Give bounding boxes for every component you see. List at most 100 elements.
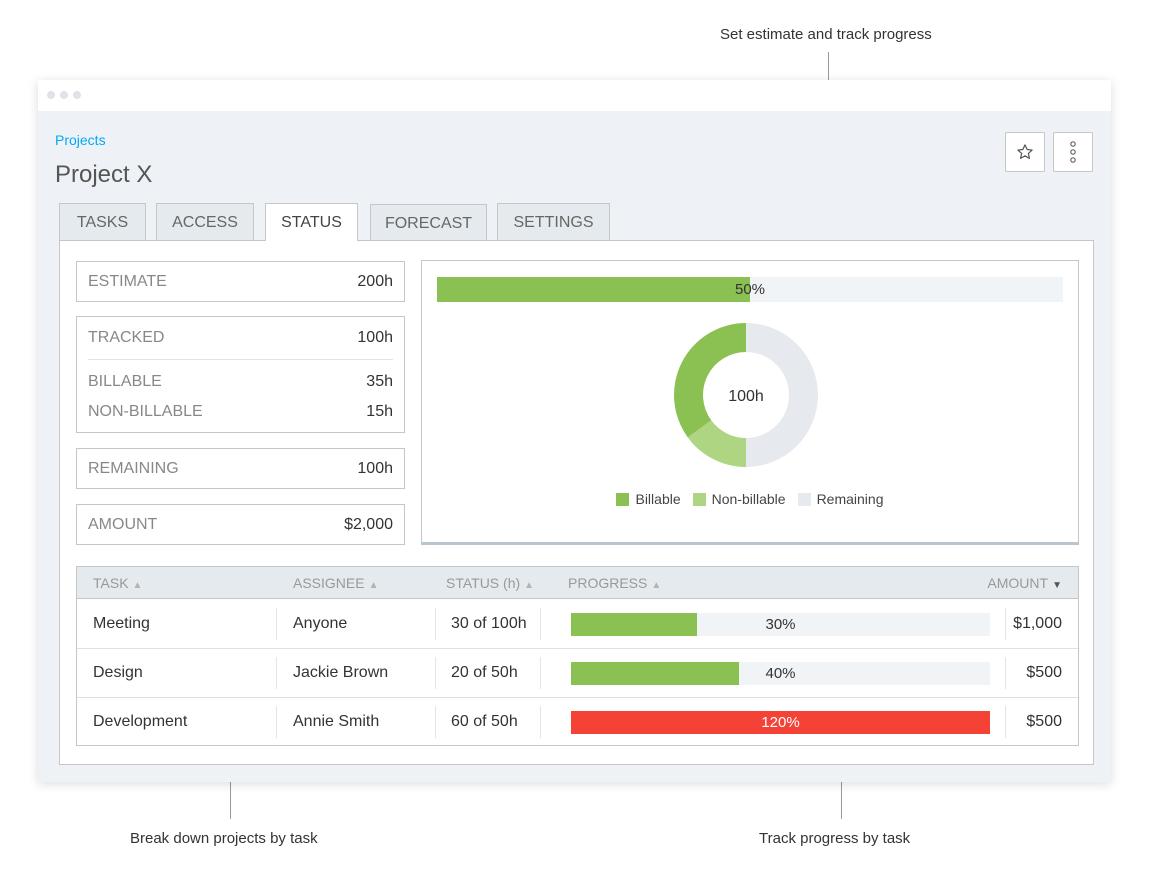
- remaining-card: REMAINING 100h: [76, 448, 405, 489]
- estimate-card: ESTIMATE 200h: [76, 261, 405, 302]
- task-status: 60 of 50h: [451, 713, 518, 730]
- more-options-button[interactable]: [1053, 132, 1093, 172]
- window-dot-icon: [60, 91, 68, 99]
- legend-label: Billable: [635, 491, 681, 507]
- callout-estimate: Set estimate and track progress: [720, 26, 932, 43]
- task-status: 20 of 50h: [451, 664, 518, 681]
- tracked-card: TRACKED 100h BILLABLE 35h NON-BILLABLE 1…: [76, 316, 405, 433]
- column-divider: [276, 706, 277, 738]
- breadcrumb[interactable]: Projects: [55, 132, 106, 148]
- task-amount: $500: [1026, 664, 1062, 681]
- favorite-button[interactable]: [1005, 132, 1045, 172]
- column-header-assignee[interactable]: ASSIGNEE ▲︎: [293, 575, 379, 591]
- remaining-label: REMAINING: [88, 460, 179, 477]
- billable-value: 35h: [366, 373, 393, 390]
- tab-forecast[interactable]: FORECAST: [370, 204, 487, 242]
- task-progress-fill: [571, 613, 697, 636]
- task-name: Design: [93, 664, 143, 681]
- estimate-value: 200h: [357, 273, 393, 290]
- tracked-label: TRACKED: [88, 329, 165, 346]
- column-header-task[interactable]: TASK ▲︎: [93, 575, 143, 591]
- legend-swatch: [797, 492, 811, 506]
- legend-label: Remaining: [816, 491, 884, 507]
- task-table: TASK ▲︎ ASSIGNEE ▲︎ STATUS (h) ▲︎ PROGRESS ▲…: [76, 566, 1079, 746]
- sort-icon: ▲︎: [651, 580, 662, 591]
- column-divider: [1005, 706, 1006, 738]
- tab-tasks[interactable]: TASKS: [59, 203, 146, 241]
- app-window: Projects Project X TASKS ACCESS STATUS F…: [38, 80, 1111, 782]
- column-divider: [435, 608, 436, 640]
- more-vertical-icon: [1070, 141, 1076, 163]
- donut-slice-billable: [674, 323, 746, 438]
- non-billable-label: NON-BILLABLE: [88, 403, 203, 420]
- status-panel: ESTIMATE 200h TRACKED 100h BILLABLE 35h …: [59, 240, 1094, 765]
- legend-item-remaining: Remaining: [797, 491, 884, 507]
- table-row[interactable]: Design Jackie Brown 20 of 50h 40% $500: [77, 649, 1078, 698]
- column-divider: [435, 657, 436, 689]
- task-progress-bar: 40%: [571, 662, 990, 685]
- column-divider: [540, 706, 541, 738]
- sort-icon: ▲︎: [524, 580, 535, 591]
- donut-center-label: 100h: [728, 388, 764, 405]
- column-header-amount[interactable]: AMOUNT ▼︎: [987, 575, 1062, 591]
- column-divider: [1005, 657, 1006, 689]
- tracked-value: 100h: [357, 329, 393, 346]
- sort-icon: ▲︎: [132, 580, 143, 591]
- donut-slice-non-billable: [687, 420, 746, 467]
- legend-label: Non-billable: [711, 491, 786, 507]
- window-titlebar: [38, 80, 1111, 111]
- legend-swatch: [616, 492, 630, 506]
- column-header-progress[interactable]: PROGRESS ▲︎: [568, 575, 662, 591]
- amount-card: AMOUNT $2,000: [76, 504, 405, 545]
- column-divider: [1005, 608, 1006, 640]
- task-amount: $500: [1026, 713, 1062, 730]
- task-status: 30 of 100h: [451, 615, 527, 632]
- donut-slice-remaining: [746, 323, 818, 467]
- time-donut-chart: 100h: [674, 323, 818, 467]
- sort-icon: ▲︎: [368, 580, 379, 591]
- task-progress-fill: [571, 662, 739, 685]
- task-amount: $1,000: [1013, 615, 1062, 632]
- legend-item-non-billable: Non-billable: [692, 491, 786, 507]
- estimate-label: ESTIMATE: [88, 273, 167, 290]
- callout-task-progress: Track progress by task: [759, 830, 911, 847]
- card-divider: [88, 359, 393, 360]
- legend-swatch: [692, 492, 706, 506]
- task-name: Meeting: [93, 615, 150, 632]
- amount-value: $2,000: [344, 516, 393, 533]
- task-assignee: Jackie Brown: [293, 664, 389, 681]
- chart-legend: Billable Non-billable Remaining: [422, 491, 1078, 507]
- callout-task-breakdown: Break down projects by task: [130, 830, 318, 847]
- overall-progress-fill: [437, 277, 750, 302]
- task-progress-fill: [571, 711, 990, 734]
- star-icon: [1017, 144, 1033, 159]
- page-title: Project X: [55, 161, 153, 188]
- sort-desc-icon: ▼︎: [1052, 580, 1062, 591]
- overall-progress-bar: 50%: [437, 277, 1063, 302]
- task-progress-label: 120%: [761, 714, 800, 731]
- column-divider: [540, 657, 541, 689]
- overall-progress-label: 50%: [734, 281, 766, 298]
- remaining-value: 100h: [357, 460, 393, 477]
- status-chart-card: 50% 100h Billable Non-billable Remaining: [421, 260, 1079, 545]
- task-progress-bar: 120%: [571, 711, 990, 734]
- legend-item-billable: Billable: [616, 491, 681, 507]
- window-dot-icon: [47, 91, 55, 99]
- task-name: Development: [93, 713, 188, 730]
- task-assignee: Anyone: [293, 615, 348, 632]
- column-header-status[interactable]: STATUS (h) ▲︎: [446, 575, 535, 591]
- task-assignee: Annie Smith: [293, 713, 380, 730]
- tab-status[interactable]: STATUS: [265, 203, 358, 241]
- table-row[interactable]: Meeting Anyone 30 of 100h 30% $1,000: [77, 600, 1078, 649]
- non-billable-value: 15h: [366, 403, 393, 420]
- task-progress-bar: 30%: [571, 613, 990, 636]
- column-divider: [276, 608, 277, 640]
- column-divider: [435, 706, 436, 738]
- tab-settings[interactable]: SETTINGS: [497, 203, 610, 241]
- window-dot-icon: [73, 91, 81, 99]
- table-row[interactable]: Development Annie Smith 60 of 50h 120% $…: [77, 698, 1078, 747]
- column-divider: [276, 657, 277, 689]
- task-progress-label: 40%: [765, 665, 796, 682]
- tab-access[interactable]: ACCESS: [156, 203, 254, 241]
- amount-label: AMOUNT: [88, 516, 158, 533]
